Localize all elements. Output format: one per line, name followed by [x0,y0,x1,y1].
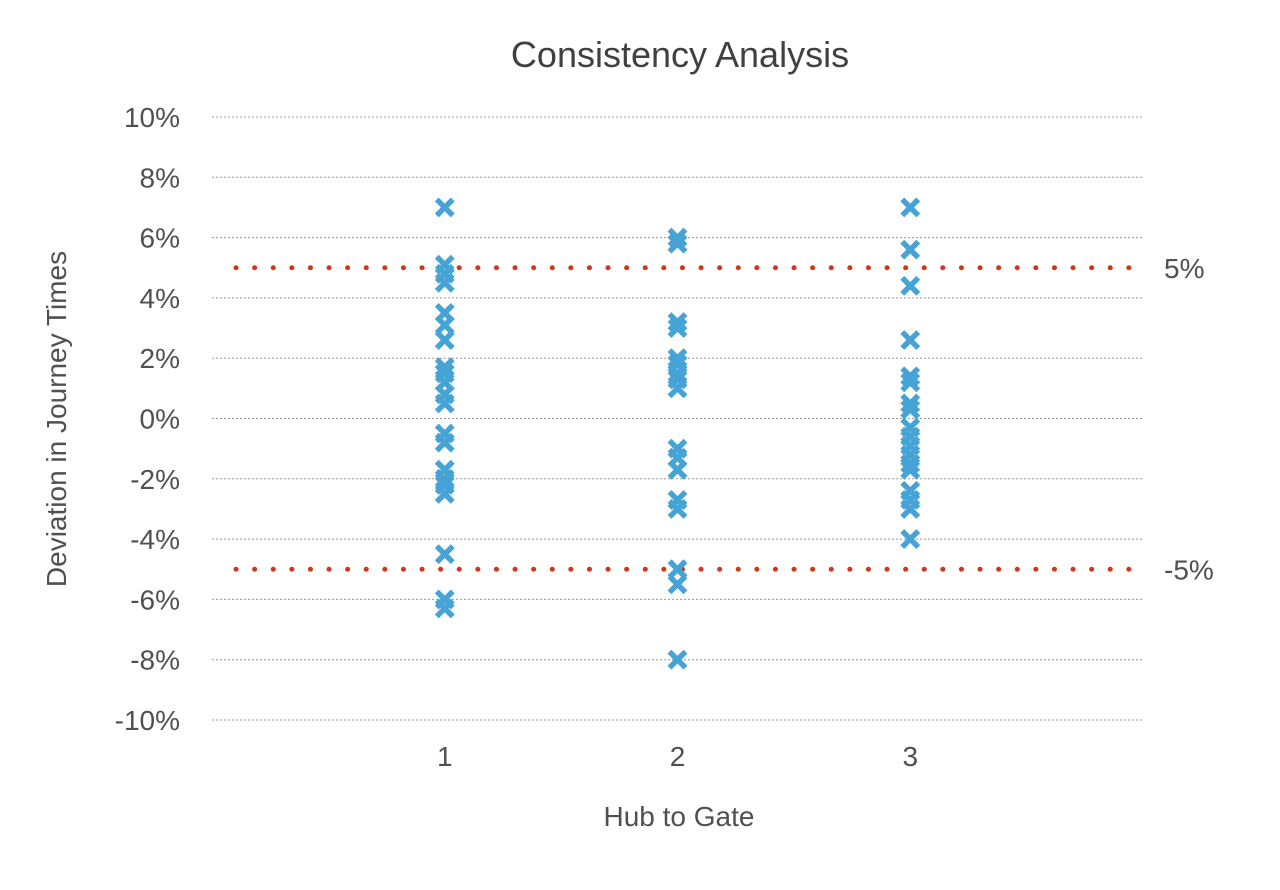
y-axis-tick-labels: 10% 8% 6% 4% 2% 0% -2% -4% -6% -8% -10% [115,102,180,736]
data-point [900,366,921,387]
y-axis-label: Deviation in Journey Times [41,251,72,587]
y-tick-label: -10% [115,705,180,736]
data-point [900,239,921,260]
x-axis-label: Hub to Gate [604,801,755,832]
data-point [434,483,455,504]
data-point [667,559,688,580]
data-point [900,393,921,414]
y-tick-label: -8% [130,645,180,676]
y-tick-label: -6% [130,584,180,615]
data-point [900,453,921,474]
y-tick-label: -4% [130,524,180,555]
data-point [434,197,455,218]
data-point [900,499,921,519]
chart-title: Consistency Analysis [511,34,849,75]
data-point [667,348,688,369]
reference-lines: 5% -5% [233,253,1214,585]
y-tick-label: 2% [140,343,180,374]
data-point [434,598,455,619]
reference-line-label: 5% [1164,253,1204,284]
y-tick-label: 10% [124,102,180,133]
data-point [667,312,688,332]
data-point [667,378,688,399]
data-point [434,315,455,335]
data-point [667,233,688,254]
data-point [434,393,455,414]
data-point [667,227,688,248]
x-tick-label: 3 [902,741,918,772]
data-point [434,544,455,565]
y-tick-label: 8% [140,162,180,193]
data-point [434,330,455,351]
data-point [900,275,921,296]
data-point [667,363,688,384]
gridlines [212,116,1143,721]
y-tick-label: 0% [140,404,180,435]
data-point [667,459,688,480]
x-axis-tick-labels: 1 2 3 [437,741,918,772]
y-tick-label: 6% [140,223,180,254]
data-point [667,499,688,519]
x-tick-label: 1 [437,741,453,772]
data-point [900,372,921,393]
data-point [434,272,455,293]
data-point [434,432,455,453]
data-point [667,574,688,595]
x-tick-label: 2 [670,741,686,772]
data-point [900,399,921,420]
data-point [900,330,921,351]
reference-line-label: -5% [1164,554,1214,585]
y-tick-label: -2% [130,464,180,495]
data-point [667,649,688,670]
data-point [900,197,921,218]
y-tick-label: 4% [140,283,180,314]
data-points [434,197,921,670]
data-point [434,468,455,489]
data-point [900,529,921,550]
data-point [434,357,455,378]
data-point [667,318,688,338]
data-point [900,459,921,480]
